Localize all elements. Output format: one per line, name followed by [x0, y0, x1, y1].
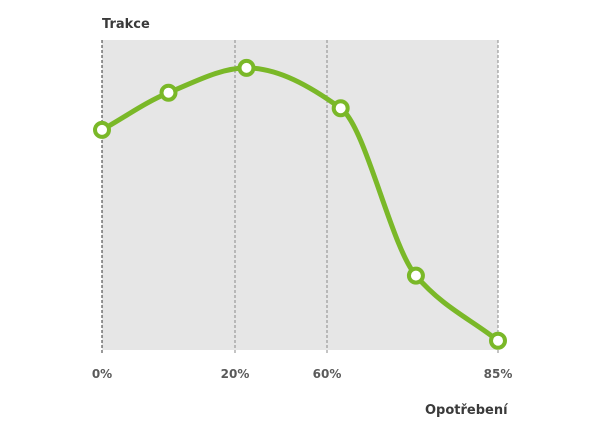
grid-lines — [101, 40, 499, 354]
y-axis-title: Trakce — [102, 17, 150, 32]
plot-background — [102, 40, 498, 350]
x-tick-label: 20% — [221, 367, 250, 381]
data-point-marker — [489, 331, 507, 350]
data-point-marker — [331, 99, 350, 118]
x-tick-labels: 0% 20% 60% 85% — [92, 367, 513, 381]
x-tick-label: 60% — [313, 367, 342, 381]
x-axis-title: Opotřebení — [425, 403, 509, 418]
data-point-marker — [159, 83, 178, 102]
data-point-marker — [406, 266, 425, 285]
data-point-marker — [237, 58, 256, 77]
data-point-marker — [93, 120, 111, 139]
x-tick-label: 0% — [92, 367, 112, 381]
x-tick-label: 85% — [484, 367, 513, 381]
data-markers — [93, 58, 507, 350]
